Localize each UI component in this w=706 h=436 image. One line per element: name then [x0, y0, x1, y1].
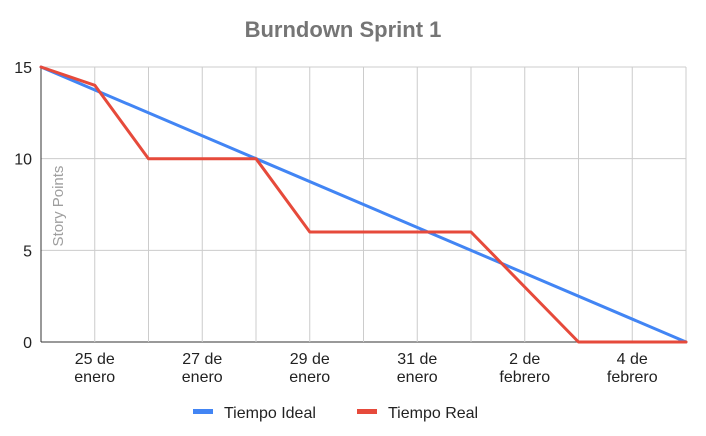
series-lines	[39, 65, 688, 344]
y-tick-label: 5	[23, 243, 32, 260]
legend: Tiempo Ideal Tiempo Real	[193, 405, 478, 422]
x-tick-label: 31 de enero	[397, 351, 438, 386]
legend-swatch	[357, 409, 377, 414]
series-line-tiempo-real	[39, 65, 688, 344]
y-tick-label: 0	[23, 335, 32, 352]
x-tick-label: 29 de enero	[289, 351, 330, 386]
x-tick-label: 2 de febrero	[499, 351, 550, 386]
legend-label: Tiempo Ideal	[224, 405, 316, 422]
y-axis-label: Story Points	[50, 166, 67, 247]
legend-swatch	[193, 409, 213, 414]
y-tick-label: 15	[14, 60, 32, 77]
axis-labels: 0 5 10 15 25 de enero 27 de enero 29 de enero 31 d…	[14, 60, 657, 386]
y-tick-label: 10	[14, 152, 32, 169]
x-tick-label: 4 de febrero	[607, 351, 658, 386]
legend-label: Tiempo Real	[388, 405, 478, 422]
x-tick-label: 25 de enero	[74, 351, 115, 386]
chart-title: Burndown Sprint 1	[245, 17, 442, 42]
x-tick-label: 27 de enero	[182, 351, 223, 386]
series-line-tiempo-ideal	[39, 65, 688, 344]
